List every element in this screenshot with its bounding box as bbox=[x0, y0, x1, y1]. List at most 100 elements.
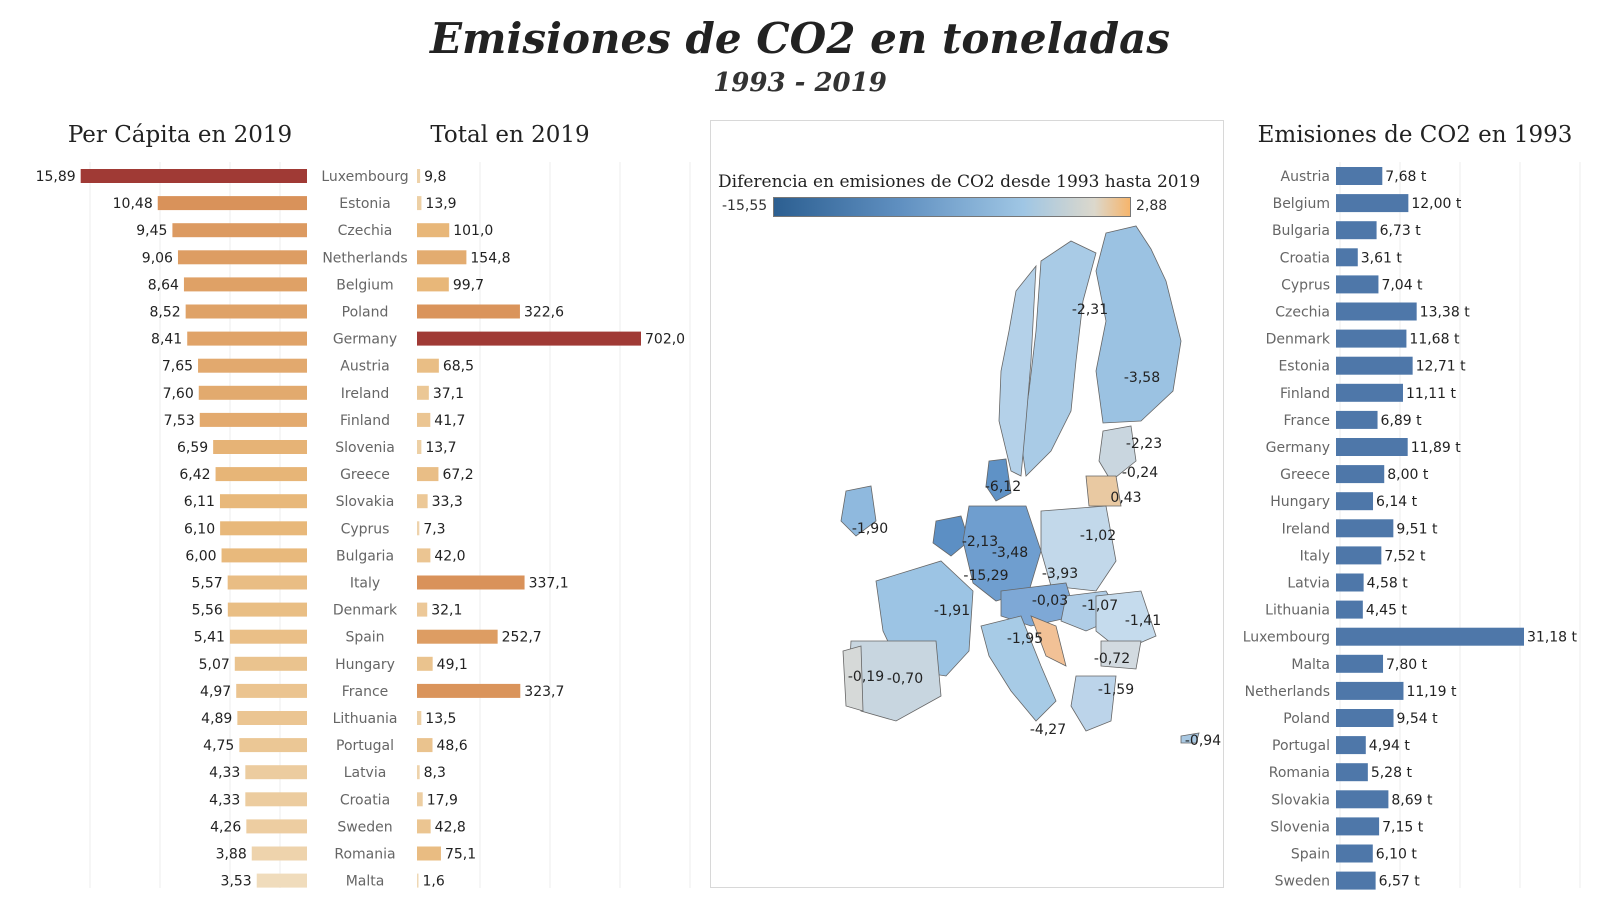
emissions-1993-bar bbox=[1336, 356, 1413, 375]
country-label-1993: Lithuania bbox=[1265, 603, 1330, 619]
country-label: Latvia bbox=[344, 765, 387, 781]
map-shape-baltics bbox=[1098, 425, 1137, 482]
total-bar bbox=[417, 521, 420, 536]
country-label: Austria bbox=[340, 359, 389, 375]
emissions-1993-value-label: 7,80 t bbox=[1386, 657, 1428, 673]
total-value-label: 42,0 bbox=[434, 548, 465, 564]
map-shape-italy bbox=[980, 615, 1057, 722]
total-bar bbox=[417, 575, 525, 590]
total-bar bbox=[417, 656, 433, 671]
per-capita-bar bbox=[213, 440, 307, 454]
country-label-1993: Romania bbox=[1269, 765, 1330, 781]
country-label: Greece bbox=[340, 467, 390, 483]
country-label-1993: Portugal bbox=[1272, 738, 1330, 754]
total-bar bbox=[417, 331, 641, 346]
per-capita-bar bbox=[229, 629, 307, 644]
emissions-1993-bar bbox=[1336, 627, 1524, 646]
total-bar bbox=[417, 548, 431, 563]
total-value-label: 252,7 bbox=[502, 630, 542, 646]
total-value-label: 13,9 bbox=[425, 196, 456, 212]
total-bar bbox=[417, 819, 431, 834]
country-label: Cyprus bbox=[341, 521, 390, 537]
per-capita-value-label: 5,57 bbox=[191, 576, 222, 592]
per-capita-value-label: 8,64 bbox=[148, 277, 179, 293]
emissions-1993-value-label: 6,73 t bbox=[1380, 223, 1422, 239]
country-label-1993: Estonia bbox=[1278, 359, 1330, 375]
country-label: Estonia bbox=[339, 196, 391, 212]
emissions-1993-title: Emisiones de CO2 en 1993 bbox=[1257, 122, 1573, 148]
emissions-1993-bar bbox=[1336, 790, 1389, 809]
emissions-1993-value-label: 4,94 t bbox=[1369, 738, 1411, 754]
per-capita-bar bbox=[245, 765, 307, 780]
emissions-1993-bar bbox=[1336, 763, 1368, 782]
map-shape-germany bbox=[962, 505, 1042, 602]
emissions-1993-value-label: 6,14 t bbox=[1376, 494, 1418, 510]
per-capita-value-label: 7,60 bbox=[163, 386, 194, 402]
map-shape-finland bbox=[1095, 225, 1182, 424]
per-capita-bar bbox=[237, 711, 307, 725]
country-label: Portugal bbox=[336, 738, 394, 754]
total-bar bbox=[417, 277, 449, 292]
total-value-label: 68,5 bbox=[443, 359, 474, 375]
map-shape-ireland bbox=[840, 485, 877, 537]
country-label: Finland bbox=[340, 413, 390, 429]
per-capita-bar bbox=[172, 223, 307, 238]
country-label-1993: Slovakia bbox=[1271, 792, 1330, 808]
total-value-label: 323,7 bbox=[524, 684, 564, 700]
total-value-label: 32,1 bbox=[431, 603, 462, 619]
country-label: Slovenia bbox=[335, 440, 395, 456]
per-capita-bar bbox=[256, 873, 307, 888]
emissions-1993-bar bbox=[1336, 681, 1404, 700]
emissions-1993-bar bbox=[1336, 329, 1407, 348]
legend-color-bar bbox=[773, 197, 1131, 217]
per-capita-bar bbox=[157, 196, 307, 211]
total-bar bbox=[417, 683, 521, 698]
total-bar bbox=[417, 765, 420, 780]
emissions-1993-bar bbox=[1336, 519, 1394, 538]
emissions-1993-value-label: 11,11 t bbox=[1406, 386, 1457, 402]
per-capita-value-label: 4,97 bbox=[200, 684, 231, 700]
per-capita-value-label: 4,89 bbox=[201, 711, 232, 727]
per-capita-value-label: 15,89 bbox=[36, 169, 76, 185]
emissions-1993-bar bbox=[1336, 194, 1409, 213]
emissions-1993-bar bbox=[1336, 167, 1383, 185]
map-shape-czech-austria bbox=[1000, 582, 1077, 627]
total-value-label: 9,8 bbox=[424, 169, 446, 185]
total-bar bbox=[417, 846, 441, 861]
emissions-1993-bar bbox=[1336, 817, 1380, 836]
emissions-1993-value-label: 4,45 t bbox=[1366, 603, 1408, 619]
emissions-1993-value-label: 6,89 t bbox=[1381, 413, 1423, 429]
country-label-1993: Greece bbox=[1280, 467, 1330, 483]
per-capita-bar bbox=[227, 575, 307, 590]
per-capita-bar bbox=[227, 602, 307, 617]
per-capita-bar bbox=[221, 548, 307, 563]
per-capita-value-label: 3,53 bbox=[221, 874, 252, 890]
map-shape-benelux bbox=[932, 515, 970, 557]
country-label-1993: Bulgaria bbox=[1272, 223, 1330, 239]
country-label-1993: Cyprus bbox=[1281, 277, 1330, 293]
per-capita-value-label: 3,88 bbox=[216, 847, 247, 863]
emissions-1993-bar bbox=[1336, 654, 1384, 673]
total-value-label: 1,6 bbox=[423, 874, 445, 890]
total-bar bbox=[417, 602, 428, 617]
country-label-1993: Slovenia bbox=[1270, 819, 1330, 835]
per-capita-value-label: 4,33 bbox=[209, 792, 240, 808]
per-capita-value-label: 6,42 bbox=[179, 467, 210, 483]
total-bar bbox=[417, 711, 422, 725]
map-legend-title: Diferencia en emisiones de CO2 desde 199… bbox=[718, 172, 1201, 192]
emissions-1993-value-label: 7,15 t bbox=[1382, 819, 1424, 835]
total-value-label: 37,1 bbox=[433, 386, 464, 402]
europe-map bbox=[840, 225, 1200, 744]
total-value-label: 13,5 bbox=[425, 711, 456, 727]
country-label: Luxembourg bbox=[321, 169, 408, 185]
per-capita-bar bbox=[80, 169, 307, 183]
total-bar bbox=[417, 196, 422, 211]
emissions-1993-bar bbox=[1336, 709, 1394, 727]
country-label: Bulgaria bbox=[336, 548, 394, 564]
country-label: Netherlands bbox=[322, 250, 407, 266]
country-label-1993: Austria bbox=[1281, 169, 1330, 185]
per-capita-bar bbox=[246, 819, 307, 834]
emissions-1993-value-label: 5,28 t bbox=[1371, 765, 1413, 781]
emissions-1993-bar bbox=[1336, 573, 1364, 592]
map-shape-denmark bbox=[985, 458, 1012, 502]
